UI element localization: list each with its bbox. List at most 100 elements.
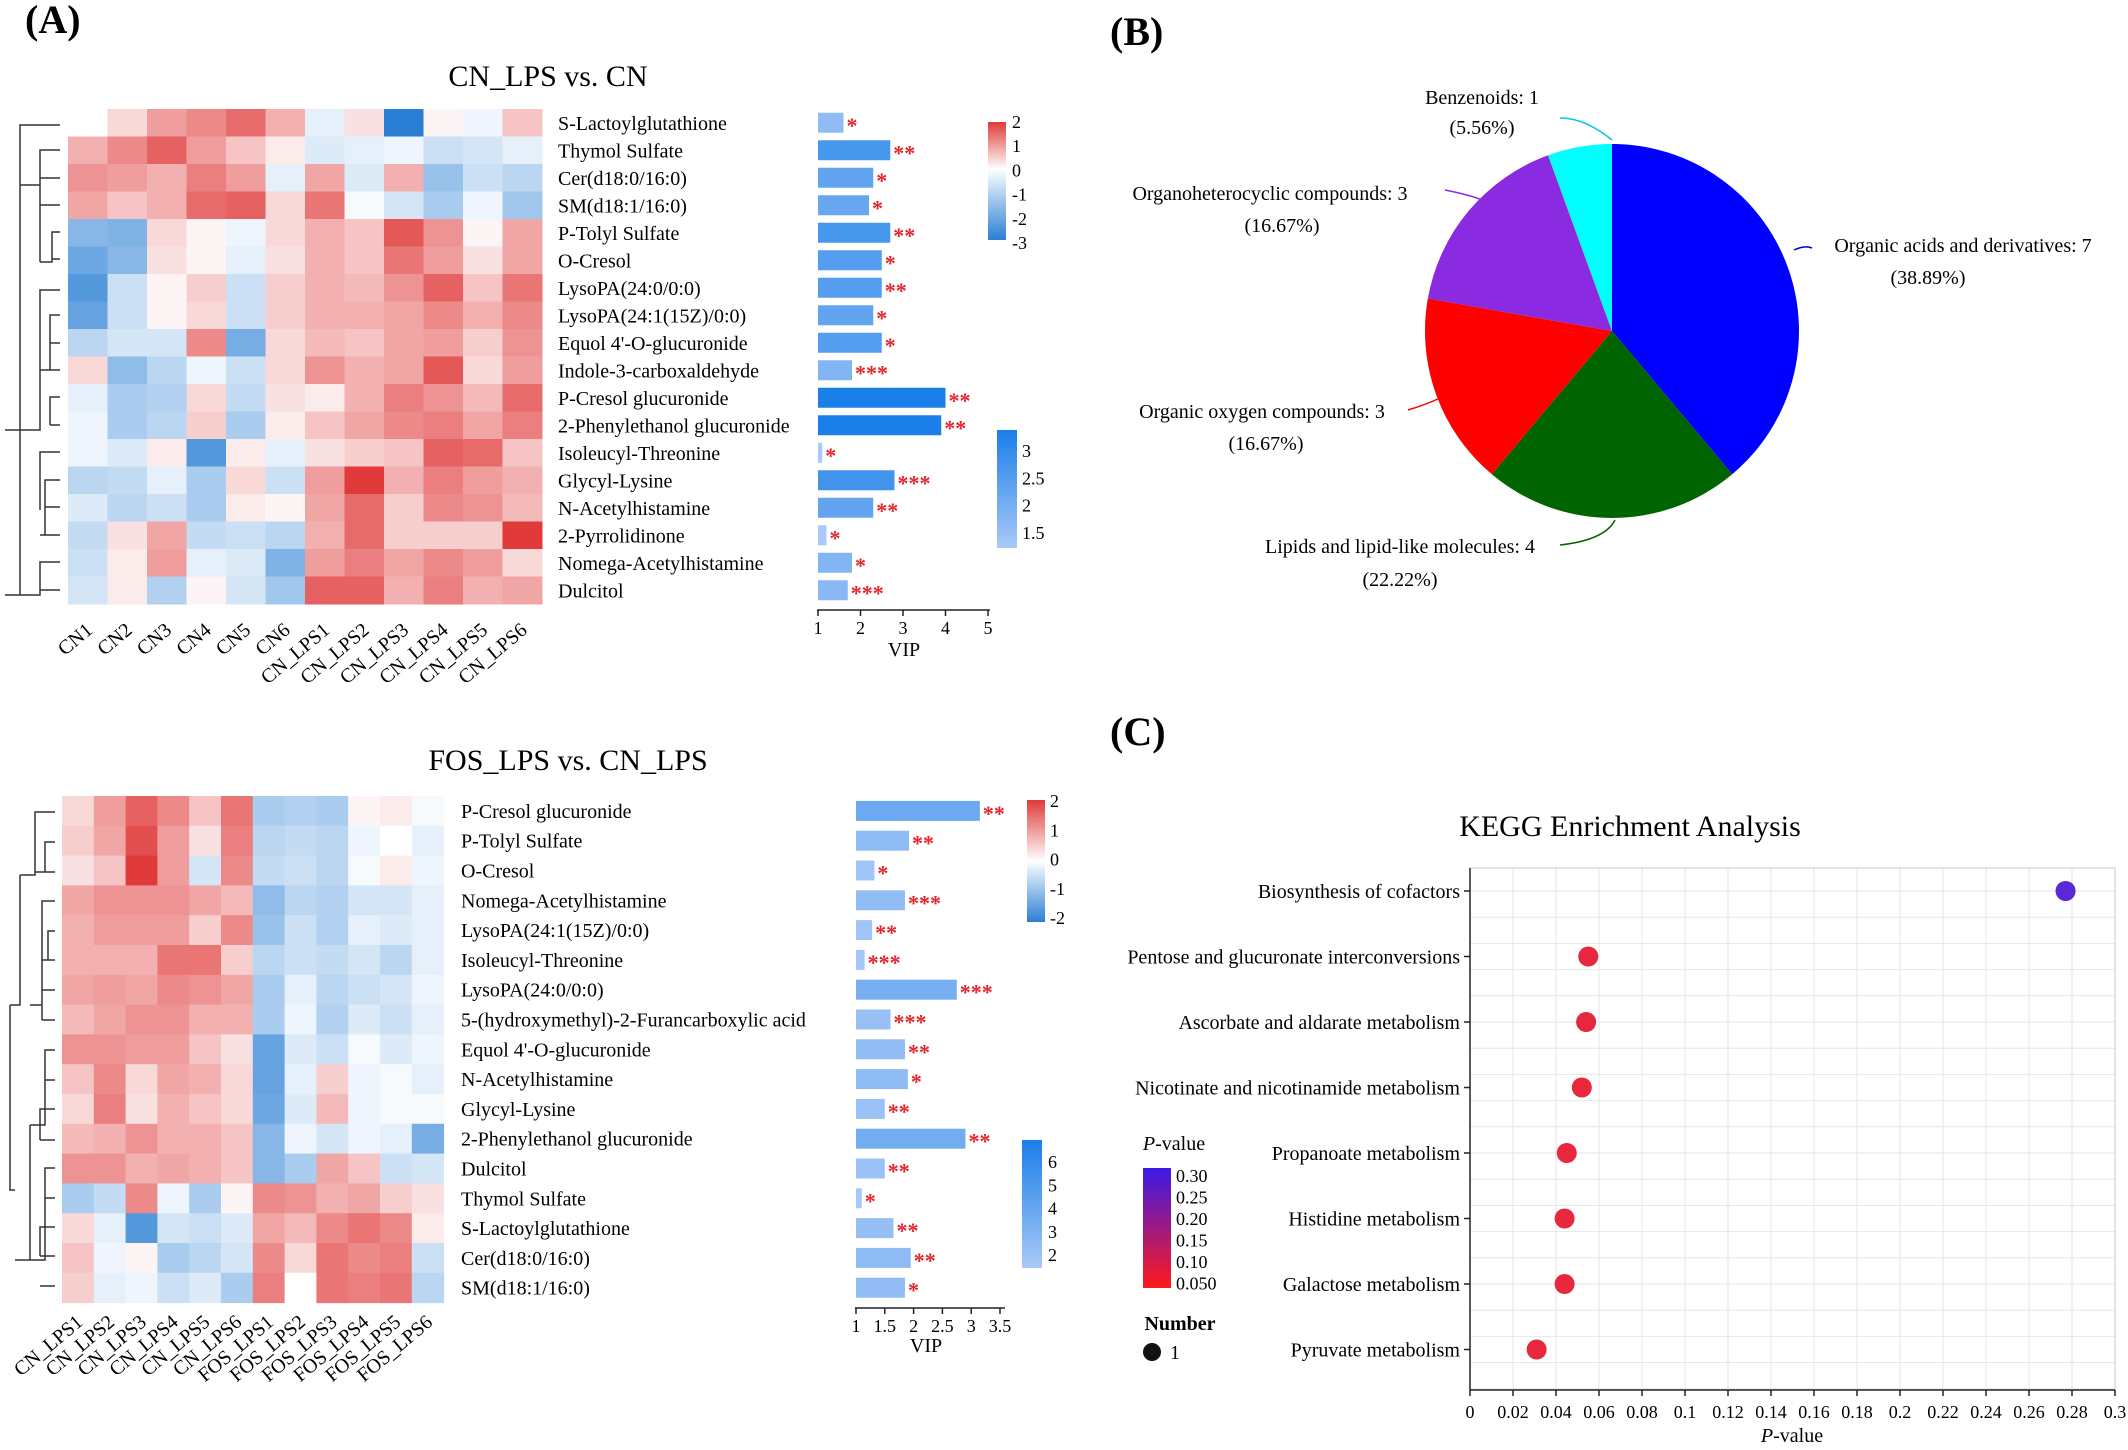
vip-bar	[856, 920, 873, 941]
heatmap-row-label: Glycyl-Lysine	[558, 470, 673, 492]
heatmap-cell	[186, 356, 227, 385]
kegg-x-tick-label: 0.22	[1927, 1402, 1959, 1422]
heatmap-cell	[68, 109, 108, 137]
heatmap-cell	[316, 796, 349, 827]
kegg-category-label: Biosynthesis of cofactors	[1258, 881, 1460, 903]
heatmap-cell	[423, 164, 464, 192]
vip-bar	[818, 250, 882, 271]
color-scale-tick: 2	[1022, 496, 1031, 516]
heatmap-row-label: Indole-3-carboxaldehyde	[558, 360, 759, 382]
heatmap-cell	[384, 439, 424, 467]
heatmap-cell	[68, 136, 108, 165]
heatmap-cell	[107, 191, 148, 220]
heatmap-cell	[68, 219, 108, 247]
kegg-x-tick-label: 0.3	[2104, 1402, 2127, 1422]
heatmap-cell	[316, 885, 349, 916]
heatmap-cell	[284, 915, 317, 946]
color-scale-tick: 3	[1048, 1222, 1057, 1242]
heatmap-cell	[463, 549, 503, 577]
kegg-category-label: Galactose metabolism	[1283, 1274, 1461, 1296]
significance-mark: *	[855, 553, 866, 578]
vip-axis-tick-label: 3	[899, 618, 908, 638]
kegg-legend: P-value 0.300.250.200.150.100.050 Number…	[1142, 1133, 1217, 1364]
vip-bar	[818, 360, 852, 381]
heatmap-cell	[125, 1213, 158, 1244]
heatmap-cell	[380, 825, 413, 857]
heatmap-cell	[344, 384, 385, 412]
vip-bar	[856, 979, 957, 1000]
heatmap-cell	[411, 915, 445, 946]
heatmap-cell	[157, 1034, 190, 1065]
heatmap-row-label: P-Cresol glucuronide	[558, 388, 729, 410]
heatmap-cell	[125, 1064, 158, 1095]
heatmap-cell	[411, 1034, 445, 1065]
pie-label-benzenoids: Benzenoids: 1	[1425, 87, 1539, 109]
heatmap-cell	[502, 164, 543, 192]
kegg-pvalue-tick: 0.10	[1176, 1252, 1208, 1272]
significance-mark: **	[893, 140, 915, 165]
heatmap-cell	[189, 1123, 222, 1155]
heatmap-cell	[189, 1243, 222, 1274]
heatmap-cell	[502, 521, 543, 550]
heatmap-cell	[284, 885, 317, 916]
heatmap-cell	[384, 136, 424, 165]
significance-mark: *	[830, 525, 841, 550]
heatmap-column-label: CN1	[54, 619, 97, 660]
heatmap-cell	[463, 136, 503, 165]
heatmap-cell	[423, 411, 464, 440]
heatmap-2-row-labels: P-Cresol glucuronide P-Tolyl Sulfate O-Cre…	[461, 801, 806, 1300]
heatmap-cell	[226, 384, 266, 412]
heatmap-cell	[226, 274, 266, 302]
heatmap-cell	[284, 1123, 317, 1155]
heatmap-cell	[107, 356, 148, 385]
heatmap-cell	[316, 1243, 349, 1274]
heatmap-cell	[384, 356, 424, 385]
heatmap-cell	[189, 825, 222, 857]
heatmap-cell	[107, 164, 148, 192]
vip-axis-tick-label: 2.5	[931, 1316, 954, 1336]
heatmap-cell	[305, 164, 345, 192]
heatmap-cell	[107, 136, 148, 165]
heatmap-cell	[463, 494, 503, 522]
heatmap-cell	[147, 246, 187, 275]
heatmap-cell	[157, 1272, 190, 1304]
vip-axis-tick-label: 2	[856, 618, 865, 638]
heatmap-cell	[348, 1272, 381, 1304]
heatmap-cell	[380, 1064, 413, 1095]
heatmap-cell	[284, 796, 317, 827]
vip-axis-tick-label: 2	[909, 1316, 918, 1336]
heatmap-cell	[463, 521, 503, 550]
heatmap-cell	[348, 855, 381, 886]
heatmap-cell	[463, 411, 503, 440]
heatmap-column-label: CN2	[93, 619, 136, 660]
heatmap-cell	[157, 974, 190, 1006]
heatmap-cell	[316, 1034, 349, 1065]
heatmap-cell	[62, 855, 95, 886]
heatmap-cell	[62, 1183, 95, 1214]
heatmap-cell	[226, 301, 266, 330]
heatmap-cell	[157, 796, 190, 827]
color-scale-tick: 1.5	[1022, 523, 1045, 543]
heatmap-cell	[226, 219, 266, 247]
heatmap-cell	[62, 1034, 95, 1065]
heatmap-row-label: P-Cresol glucuronide	[461, 801, 632, 823]
kegg-x-tick-label: 0.2	[1889, 1402, 1912, 1422]
pie-chart-classification: Benzenoids: 1 (5.56%) Organoheterocyclic…	[1132, 87, 2091, 591]
significance-mark: **	[876, 498, 898, 523]
heatmap-cell	[221, 855, 254, 886]
heatmap-cell	[93, 945, 127, 976]
heatmap-row-label: Isoleucyl-Threonine	[461, 950, 623, 972]
heatmap-cell	[107, 274, 148, 302]
significance-mark: **	[885, 278, 907, 303]
heatmap-cell	[344, 109, 385, 137]
heatmap-cell	[502, 494, 543, 522]
heatmap-cell	[125, 1094, 158, 1125]
kegg-title: KEGG Enrichment Analysis	[1459, 810, 1801, 843]
heatmap-cell	[284, 974, 317, 1006]
heatmap-cell	[348, 1004, 381, 1035]
heatmap-2-cells	[62, 796, 445, 1304]
heatmap-cell	[252, 1153, 286, 1184]
heatmap-cell	[93, 1183, 127, 1214]
heatmap-cell	[344, 136, 385, 165]
